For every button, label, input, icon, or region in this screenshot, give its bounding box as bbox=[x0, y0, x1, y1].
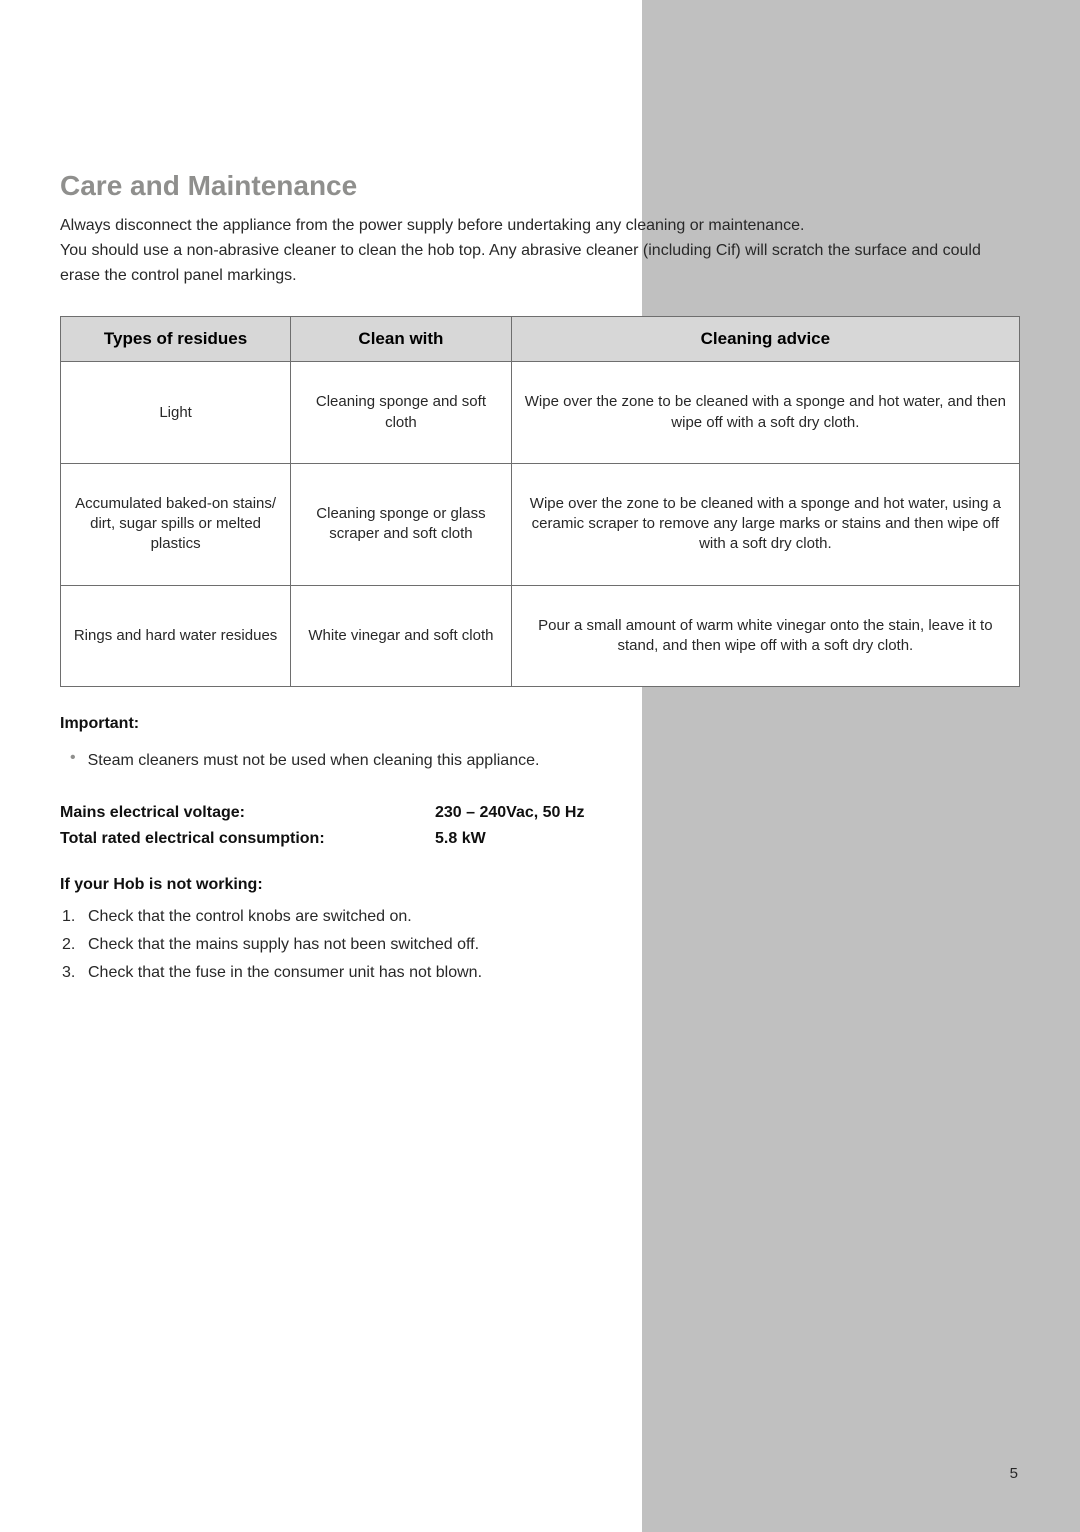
table-header-row: Types of residues Clean with Cleaning ad… bbox=[61, 317, 1020, 362]
bullet-text: Steam cleaners must not be used when cle… bbox=[88, 749, 540, 774]
bullet-icon: • bbox=[70, 749, 76, 767]
table-cell: Accumulated baked-on stains/ dirt, sugar… bbox=[61, 463, 291, 585]
spec-value: 5.8 kW bbox=[435, 830, 486, 848]
table-cell: Cleaning sponge or glass scraper and sof… bbox=[291, 463, 512, 585]
table-header: Cleaning advice bbox=[511, 317, 1019, 362]
list-item: Check that the mains supply has not been… bbox=[60, 936, 1020, 954]
list-item: Check that the control knobs are switche… bbox=[60, 908, 1020, 926]
table-cell: White vinegar and soft cloth bbox=[291, 585, 512, 687]
important-label: Important: bbox=[60, 715, 1020, 733]
cleaning-table: Types of residues Clean with Cleaning ad… bbox=[60, 316, 1020, 687]
intro-paragraph-1: Always disconnect the appliance from the… bbox=[60, 214, 1020, 239]
table-row: Rings and hard water residues White vine… bbox=[61, 585, 1020, 687]
table-header: Types of residues bbox=[61, 317, 291, 362]
spec-value: 230 – 240Vac, 50 Hz bbox=[435, 804, 584, 822]
table-row: Accumulated baked-on stains/ dirt, sugar… bbox=[61, 463, 1020, 585]
list-item: Check that the fuse in the consumer unit… bbox=[60, 964, 1020, 982]
table-cell: Light bbox=[61, 362, 291, 464]
intro-paragraph-2: You should use a non-abrasive cleaner to… bbox=[60, 239, 1020, 289]
table-cell: Wipe over the zone to be cleaned with a … bbox=[511, 463, 1019, 585]
page-number: 5 bbox=[1010, 1465, 1018, 1482]
table-cell: Cleaning sponge and soft cloth bbox=[291, 362, 512, 464]
spec-row: Mains electrical voltage: 230 – 240Vac, … bbox=[60, 804, 1020, 822]
spec-label: Mains electrical voltage: bbox=[60, 804, 435, 822]
spec-label: Total rated electrical consumption: bbox=[60, 830, 435, 848]
table-header: Clean with bbox=[291, 317, 512, 362]
troubleshoot-list: Check that the control knobs are switche… bbox=[60, 908, 1020, 982]
table-cell: Rings and hard water residues bbox=[61, 585, 291, 687]
table-cell: Pour a small amount of warm white vinega… bbox=[511, 585, 1019, 687]
table-cell: Wipe over the zone to be cleaned with a … bbox=[511, 362, 1019, 464]
troubleshoot-heading: If your Hob is not working: bbox=[60, 876, 1020, 894]
table-row: Light Cleaning sponge and soft cloth Wip… bbox=[61, 362, 1020, 464]
section-title: Care and Maintenance bbox=[60, 170, 1020, 202]
spec-row: Total rated electrical consumption: 5.8 … bbox=[60, 830, 1020, 848]
page-content: Care and Maintenance Always disconnect t… bbox=[0, 0, 1080, 1052]
bullet-item: • Steam cleaners must not be used when c… bbox=[60, 749, 1020, 774]
